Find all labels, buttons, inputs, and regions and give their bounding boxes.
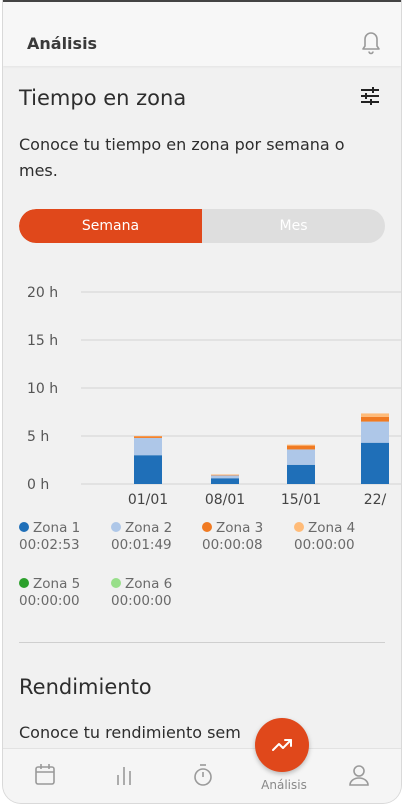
- legend-time: 00:01:49: [111, 537, 172, 553]
- legend-dot: [111, 522, 121, 532]
- y-tick-label: 0 h: [27, 477, 49, 493]
- legend-item: Zona 2 00:01:49: [111, 520, 211, 553]
- legend-item: Zona 1 00:02:53: [19, 520, 119, 553]
- toggle-mes[interactable]: Mes: [279, 218, 308, 234]
- bar-segment[interactable]: [361, 421, 389, 443]
- legend-label: Zona 3: [216, 520, 264, 536]
- bar-segment[interactable]: [211, 474, 239, 476]
- bell-icon[interactable]: [359, 28, 383, 56]
- trending-up-icon: [272, 739, 292, 751]
- y-tick-label: 15 h: [27, 333, 58, 349]
- section-title-rendimiento: Rendimiento: [19, 675, 152, 699]
- legend-item: Zona 6 00:00:00: [111, 576, 211, 609]
- legend-time: 00:00:00: [19, 593, 80, 609]
- bar-segment[interactable]: [361, 416, 389, 422]
- bar-segment[interactable]: [211, 478, 239, 484]
- user-icon[interactable]: [345, 761, 373, 789]
- legend-item: Zona 3 00:00:08: [202, 520, 302, 553]
- sliders-icon[interactable]: [359, 86, 381, 106]
- legend-label: Zona 2: [125, 520, 173, 536]
- section-divider: [19, 642, 385, 643]
- bar-segment[interactable]: [287, 449, 315, 465]
- bar-segment[interactable]: [211, 474, 239, 475]
- period-toggle: Semana Mes: [19, 209, 385, 243]
- legend-item: Zona 5 00:00:00: [19, 576, 119, 609]
- bar-segment[interactable]: [134, 437, 162, 456]
- legend-label: Zona 4: [308, 520, 356, 536]
- bar-segment[interactable]: [134, 436, 162, 437]
- bar-segment[interactable]: [361, 413, 389, 417]
- legend-time: 00:02:53: [19, 537, 80, 553]
- bars-icon[interactable]: [110, 761, 138, 789]
- legend-label: Zona 6: [125, 576, 173, 592]
- x-tick-label: 01/01: [128, 492, 168, 508]
- legend-label: Zona 1: [33, 520, 81, 536]
- legend-label: Zona 5: [33, 576, 81, 592]
- legend-dot: [111, 578, 121, 588]
- legend-item: Zona 4 00:00:00: [294, 520, 394, 553]
- x-tick-label: 22/: [364, 492, 387, 508]
- bottom-nav: [3, 748, 401, 803]
- header: Análisis: [3, 0, 401, 66]
- bar-segment[interactable]: [287, 464, 315, 484]
- stopwatch-icon[interactable]: [189, 761, 217, 789]
- legend-time: 00:00:00: [294, 537, 355, 553]
- legend-dot: [202, 522, 212, 532]
- bar-segment[interactable]: [134, 455, 162, 484]
- page-title: Análisis: [27, 34, 98, 53]
- calendar-icon[interactable]: [31, 761, 59, 789]
- time-in-zone-chart: 20 h 15 h 10 h 5 h 0 h 01/01 08/01 15/01 22/: [27, 285, 401, 508]
- x-tick-label: 08/01: [205, 492, 245, 508]
- legend-dot: [294, 522, 304, 532]
- legend-time: 00:00:00: [111, 593, 172, 609]
- y-tick-label: 20 h: [27, 285, 58, 301]
- y-tick-label: 5 h: [27, 429, 49, 445]
- section-title-tiempo: Tiempo en zona: [19, 86, 187, 110]
- bar-segment[interactable]: [287, 445, 315, 450]
- tab-label-analisis[interactable]: Análisis: [261, 778, 307, 792]
- app-screen: Análisis Tiempo en zona Conoce tu tiempo…: [3, 0, 401, 803]
- y-tick-label: 10 h: [27, 381, 58, 397]
- x-tick-label: 15/01: [281, 492, 321, 508]
- legend-time: 00:00:08: [202, 537, 263, 553]
- bar-segment[interactable]: [211, 475, 239, 479]
- toggle-semana[interactable]: Semana: [19, 209, 202, 243]
- bar-segment[interactable]: [287, 444, 315, 446]
- bar-segment[interactable]: [361, 442, 389, 484]
- rendimiento-description: Conoce tu rendimiento sem: [19, 723, 241, 742]
- section-description: Conoce tu tiempo en zona por semana o me…: [19, 135, 345, 180]
- analisis-tab-button[interactable]: [255, 718, 309, 772]
- legend-dot: [19, 578, 29, 588]
- bar-segment[interactable]: [134, 436, 162, 438]
- legend-dot: [19, 522, 29, 532]
